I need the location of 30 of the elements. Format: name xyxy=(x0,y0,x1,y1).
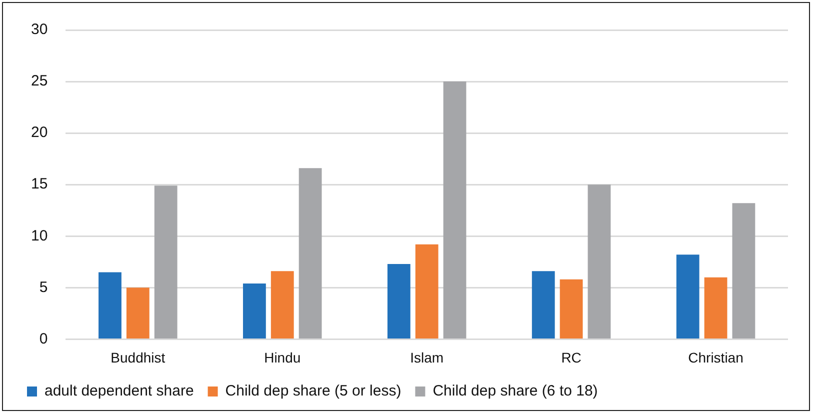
bar xyxy=(532,271,555,338)
x-tick-label: Islam xyxy=(410,349,444,366)
bar xyxy=(270,271,294,338)
bar xyxy=(98,272,122,338)
x-tick-label: RC xyxy=(561,349,582,366)
bar xyxy=(415,244,438,338)
bar xyxy=(704,277,728,338)
x-tick-label: Buddhist xyxy=(110,349,166,366)
bar xyxy=(298,168,322,338)
bar xyxy=(588,184,611,338)
y-tick-label: 10 xyxy=(30,227,48,244)
legend-label: Child dep share (5 or less) xyxy=(225,382,402,400)
bar xyxy=(732,203,756,338)
x-tick-label: Christian xyxy=(688,349,744,366)
bar xyxy=(443,82,466,338)
bar xyxy=(560,279,583,338)
y-tick-label: 25 xyxy=(30,72,48,90)
y-tick-label: 20 xyxy=(30,124,48,142)
y-tick-label: 5 xyxy=(39,278,48,296)
bar xyxy=(676,254,700,338)
bar xyxy=(126,288,150,338)
y-tick-label: 0 xyxy=(39,330,48,348)
y-tick-label: 30 xyxy=(30,21,48,38)
legend-label: Child dep share (6 to 18) xyxy=(432,382,598,400)
bar xyxy=(387,264,410,338)
bar xyxy=(243,284,266,338)
x-tick-label: Hindu xyxy=(264,349,301,366)
legend-label: adult dependent share xyxy=(44,382,194,400)
bar xyxy=(154,186,178,338)
y-tick-label: 15 xyxy=(30,176,48,193)
